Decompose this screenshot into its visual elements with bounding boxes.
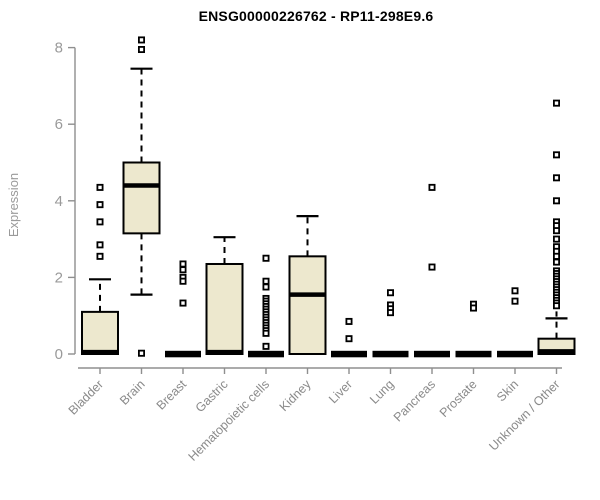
- outlier-point-liver: [345, 317, 353, 325]
- outlier-point-hematopoietic-cells: [262, 329, 270, 337]
- x-tick-label-skin: Skin: [494, 377, 521, 404]
- outlier-point-unknown-other: [553, 302, 561, 310]
- outlier-point-hematopoietic-cells: [262, 277, 270, 285]
- x-tick-label-brain: Brain: [117, 377, 148, 408]
- outlier-point-breast: [179, 299, 187, 307]
- x-tick-label-bladder: Bladder: [66, 377, 106, 417]
- box-gastric: [205, 262, 244, 355]
- outlier-point-unknown-other: [553, 99, 561, 107]
- flat-bar-skin: [497, 350, 533, 358]
- flat-bar-pancreas: [414, 350, 450, 358]
- outlier-point-bladder: [96, 241, 104, 249]
- x-tick-label-liver: Liver: [326, 377, 355, 406]
- outlier-point-brain: [137, 349, 145, 357]
- outlier-point-hematopoietic-cells: [262, 283, 270, 291]
- outlier-point-hematopoietic-cells: [262, 342, 270, 350]
- flat-bar-lung: [372, 350, 409, 358]
- outlier-point-unknown-other: [553, 151, 561, 159]
- x-tick-label-unknown-other: Unknown / Other: [486, 377, 562, 453]
- chart-title: ENSG00000226762 - RP11-298E9.6: [198, 8, 434, 24]
- outlier-point-skin: [511, 287, 519, 295]
- flat-bar-breast: [165, 350, 201, 358]
- box-bladder: [81, 310, 119, 355]
- outlier-point-pancreas: [428, 183, 436, 191]
- x-tick-label-gastric: Gastric: [193, 377, 231, 415]
- y-tick-label: 0: [55, 346, 63, 363]
- outlier-point-breast: [179, 260, 187, 268]
- outlier-point-brain: [137, 46, 145, 54]
- outlier-point-skin: [511, 297, 519, 305]
- outlier-point-unknown-other: [553, 197, 561, 205]
- y-tick-label: 8: [55, 40, 63, 57]
- outlier-point-unknown-other: [553, 235, 561, 243]
- y-tick-label: 6: [55, 116, 63, 133]
- flat-bar-liver: [331, 350, 367, 358]
- outlier-point-unknown-other: [553, 227, 561, 235]
- box-kidney: [288, 255, 327, 355]
- outlier-point-lung: [386, 309, 394, 317]
- outlier-point-hematopoietic-cells: [262, 254, 270, 262]
- x-tick-label-pancreas: Pancreas: [391, 377, 438, 424]
- outlier-point-bladder: [96, 252, 104, 260]
- outlier-point-bladder: [96, 218, 104, 226]
- x-tick-label-breast: Breast: [154, 377, 190, 413]
- outlier-point-brain: [137, 36, 145, 44]
- box-brain: [122, 161, 161, 235]
- y-tick-label: 2: [55, 269, 63, 286]
- outlier-point-bladder: [96, 183, 104, 191]
- y-tick-label: 4: [55, 193, 63, 210]
- outlier-point-unknown-other: [553, 252, 561, 260]
- x-tick-label-prostate: Prostate: [437, 377, 480, 420]
- outlier-point-bladder: [96, 201, 104, 209]
- x-tick-label-kidney: Kidney: [277, 377, 314, 414]
- x-tick-label-hematopoietic-cells: Hematopoietic cells: [186, 377, 273, 464]
- outlier-point-lung: [386, 289, 394, 297]
- x-tick-label-lung: Lung: [367, 377, 397, 407]
- flat-bar-prostate: [455, 350, 492, 358]
- outlier-point-prostate: [469, 304, 477, 312]
- outlier-point-breast: [179, 266, 187, 274]
- outlier-point-pancreas: [428, 263, 436, 271]
- flat-bar-hematopoietic-cells: [248, 350, 284, 358]
- outlier-point-unknown-other: [553, 258, 561, 266]
- outlier-point-unknown-other: [553, 174, 561, 182]
- outlier-point-breast: [179, 277, 187, 285]
- outlier-point-liver: [345, 335, 353, 343]
